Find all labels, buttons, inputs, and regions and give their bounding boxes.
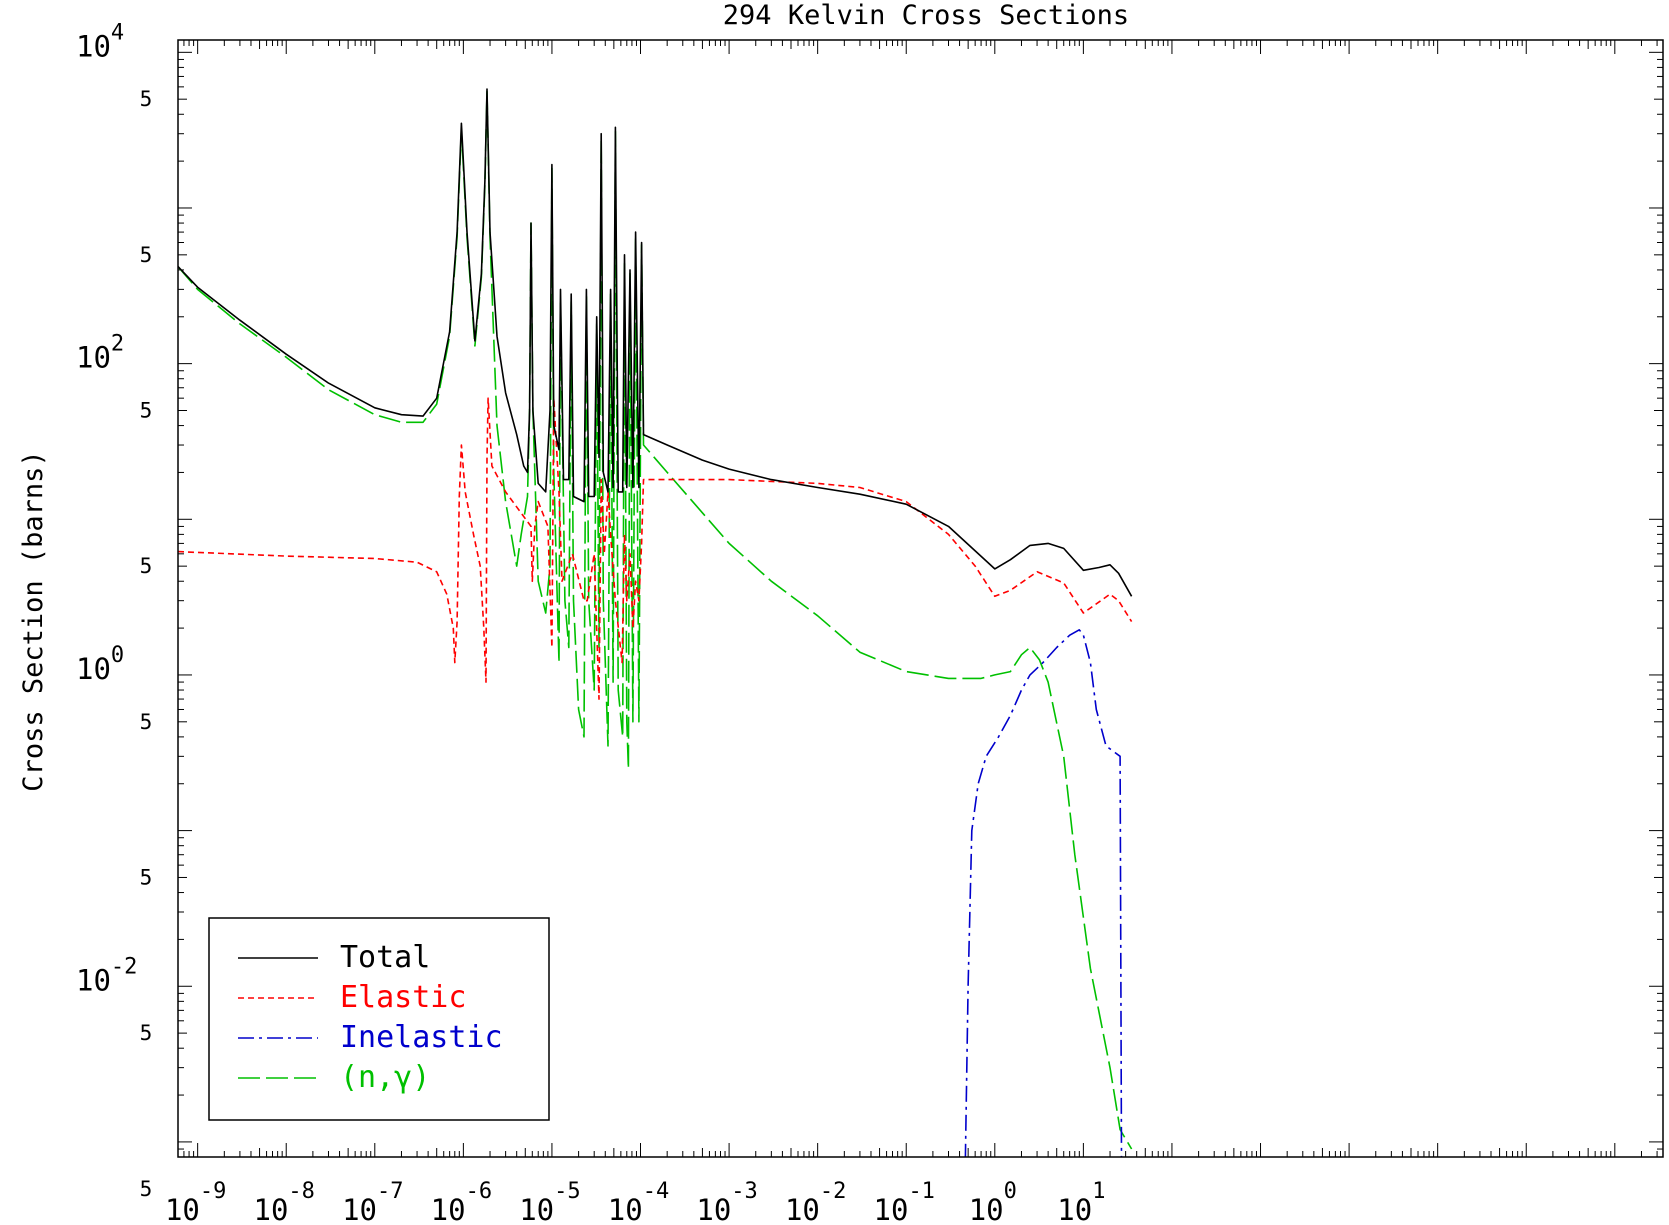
y-minor-tick-label: 5: [140, 1177, 153, 1201]
x-tick-label: 10-9: [165, 1179, 226, 1225]
y-tick-label: 102: [76, 332, 124, 375]
x-tick-label: 10-4: [608, 1179, 669, 1225]
legend-label: Elastic: [340, 980, 466, 1015]
y-tick-label: 104: [76, 20, 124, 63]
x-tick-label: 101: [1057, 1179, 1105, 1225]
x-tick-label: 10-6: [431, 1179, 492, 1225]
series-layer: [178, 88, 1133, 1157]
legend-label: Total: [340, 940, 430, 975]
y-axis-label: Cross Section (barns): [18, 450, 49, 791]
y-minor-tick-label: 5: [140, 398, 153, 422]
plot-frame: [177, 39, 1664, 1158]
legend-label: (n,γ): [340, 1060, 430, 1095]
legend: Total Elastic Inelastic (n,γ): [208, 917, 550, 1121]
y-minor-tick-label: 5: [140, 554, 153, 578]
series-line-elastic: [178, 397, 1133, 700]
y-minor-tick-label: 5: [140, 87, 153, 111]
y-minor-tick-label: 5: [140, 1021, 153, 1045]
x-tick-label: 10-8: [254, 1179, 315, 1225]
x-tick-labels: 10-9 10-8 10-7 10-6 10-5 10-4 10-3 10-2 10-1 100 1…: [165, 1179, 1106, 1225]
x-tick-label: 100: [969, 1179, 1017, 1225]
axis-ticks: [177, 40, 1663, 1158]
legend-box: [208, 917, 550, 1121]
series-line-inelastic: [964, 629, 1123, 1157]
x-tick-label: 10-5: [519, 1179, 580, 1225]
y-tick-label: 100: [76, 643, 124, 686]
x-tick-label: 10-7: [342, 1179, 403, 1225]
x-tick-label: 10-1: [874, 1179, 935, 1225]
y-minor-tick-label: 5: [140, 865, 153, 889]
series-line-total: [178, 88, 1133, 597]
legend-label: Inelastic: [340, 1020, 503, 1055]
x-tick-label: 10-2: [785, 1179, 846, 1225]
y-tick-label: 10-2: [76, 954, 137, 997]
chart-title: 294 Kelvin Cross Sections: [723, 0, 1129, 31]
y-minor-tick-label: 5: [140, 710, 153, 734]
x-tick-label: 10-3: [696, 1179, 757, 1225]
y-minor-tick-label: 5: [140, 243, 153, 267]
